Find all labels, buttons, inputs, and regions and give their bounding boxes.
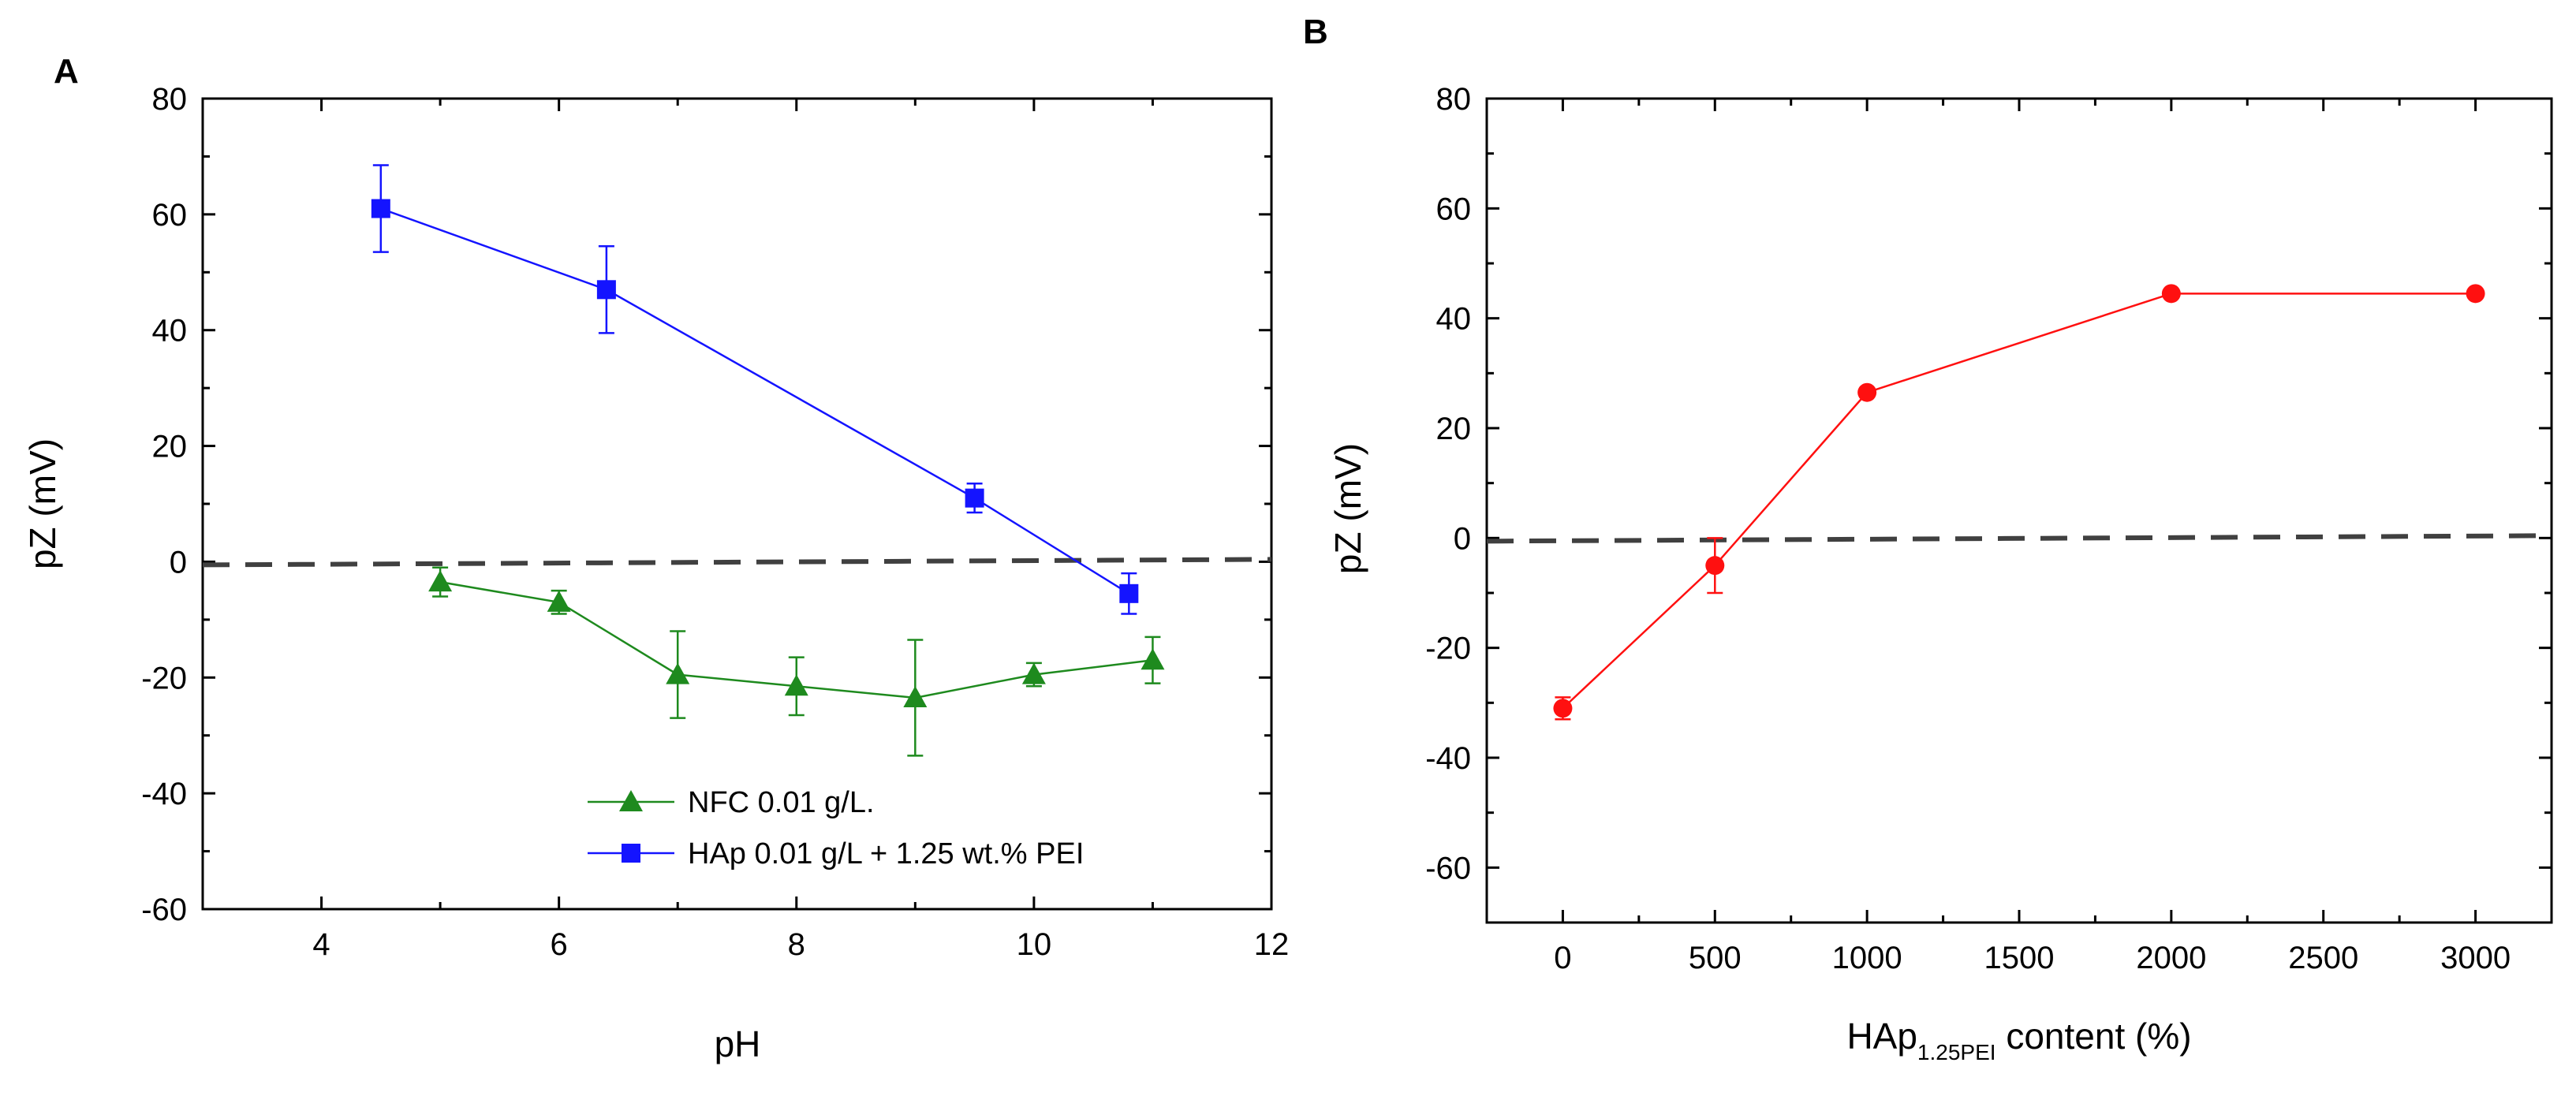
a-x-tick-label: 10 xyxy=(1017,927,1052,962)
b-x-axis-title-main: HAp xyxy=(1846,1016,1917,1057)
a-y-tick-label: 80 xyxy=(152,82,188,117)
b-plot-frame xyxy=(1485,97,2553,924)
b-y-tick-label: -40 xyxy=(1425,741,1471,776)
a-x-tick-label: 6 xyxy=(551,927,568,962)
a-data-point xyxy=(428,570,453,592)
b-x-axis-title: HAp1.25PEI content (%) xyxy=(1846,1016,2191,1064)
b-x-tick-label: 1500 xyxy=(1984,941,2055,975)
b-data-point xyxy=(2161,284,2181,304)
b-x-tick-label: 3000 xyxy=(2440,941,2511,975)
a-data-point xyxy=(666,662,690,684)
a-data-point xyxy=(784,674,808,696)
a-x-tick-label: 12 xyxy=(1254,927,1290,962)
b-y-tick-label: 0 xyxy=(1454,521,1471,556)
a-zero-reference-line xyxy=(202,557,1272,568)
panel-letter-a: A xyxy=(54,52,79,91)
a-data-point xyxy=(596,280,616,300)
b-data-point xyxy=(1553,699,1573,718)
b-data-point xyxy=(2466,284,2485,304)
b-x-tick-label: 2000 xyxy=(2136,941,2206,975)
a-x-axis-title: pH xyxy=(715,1023,761,1064)
a-data-point xyxy=(1141,648,1165,670)
legend-label: NFC 0.01 g/L. xyxy=(688,786,875,819)
a-data-point xyxy=(547,590,571,612)
a-x-tick-label: 8 xyxy=(788,927,805,962)
a-x-tick-label: 4 xyxy=(312,927,330,962)
a-data-point xyxy=(1119,583,1139,603)
b-x-tick-label: 0 xyxy=(1554,941,1571,975)
b-zero-reference-line xyxy=(1486,533,2552,544)
b-x-tick-label: 2500 xyxy=(2288,941,2358,975)
chart-panel-a: 4 6 8 10 12 -60 -40 -20 0 20 40 60 80 pH pZ (mV) NFC 0.… xyxy=(22,82,1289,1064)
b-series-line xyxy=(1562,293,2476,710)
b-x-tick-label: 500 xyxy=(1689,941,1742,975)
b-y-tick-label: 20 xyxy=(1436,412,1472,446)
panel-letter-b: B xyxy=(1303,13,1328,51)
a-y-axis-title: pZ (mV) xyxy=(22,438,63,569)
b-data-point xyxy=(1857,382,1877,402)
b-y-tick-label: -60 xyxy=(1425,851,1471,885)
legend-label: HAp 0.01 g/L + 1.25 wt.% PEI xyxy=(688,837,1084,870)
b-y-tick-label: 80 xyxy=(1436,82,1472,117)
a-data-point xyxy=(903,685,928,707)
a-y-tick-label: -60 xyxy=(141,893,187,927)
a-series-line xyxy=(380,207,1129,595)
a-data-point xyxy=(965,488,984,508)
b-x-axis-title-subscript: 1.25PEI xyxy=(1917,1040,1996,1064)
b-y-tick-label: 40 xyxy=(1436,302,1472,337)
a-y-tick-label: -20 xyxy=(141,661,187,695)
legend-marker xyxy=(619,790,643,811)
a-y-tick-label: 20 xyxy=(152,430,188,464)
a-y-tick-label: -40 xyxy=(141,777,187,811)
a-y-tick-label: 60 xyxy=(152,198,188,233)
legend-marker xyxy=(622,844,640,863)
b-x-axis-title-tail: content (%) xyxy=(1996,1016,2192,1057)
b-x-tick-label: 1000 xyxy=(1832,941,1902,975)
b-y-axis-title: pZ (mV) xyxy=(1327,443,1368,574)
a-y-tick-label: 0 xyxy=(170,545,187,580)
b-data-point xyxy=(1705,556,1725,576)
a-legend: NFC 0.01 g/L. HAp 0.01 g/L + 1.25 wt.% PE… xyxy=(588,786,1084,870)
b-series-0 xyxy=(1553,284,2485,721)
chart-panel-b: 0 500 1000 1500 2000 2500 3000 -60 -40 -20 0 20 40 60… xyxy=(1327,82,2553,1064)
b-y-tick-label: 60 xyxy=(1436,192,1472,226)
a-data-point xyxy=(1021,662,1046,684)
a-data-point xyxy=(371,199,390,218)
a-series-0 xyxy=(428,566,1165,757)
b-y-tick-label: -20 xyxy=(1425,632,1471,666)
a-series-1 xyxy=(371,164,1139,615)
a-y-tick-label: 40 xyxy=(152,314,188,349)
